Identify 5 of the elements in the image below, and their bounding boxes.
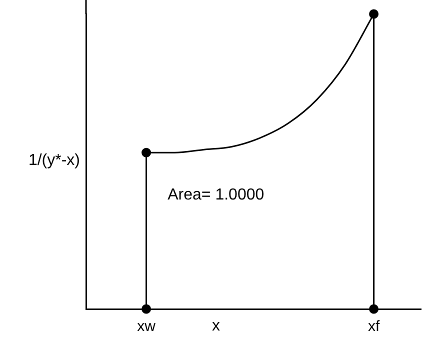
x-tick-label: xf <box>368 318 380 336</box>
x-tick-label: xw <box>137 318 156 336</box>
annotation: Area= 1.0000 <box>168 186 264 204</box>
x-axis-title: x <box>212 317 220 334</box>
y-axis-title: 1/(y*-x) <box>28 152 80 169</box>
